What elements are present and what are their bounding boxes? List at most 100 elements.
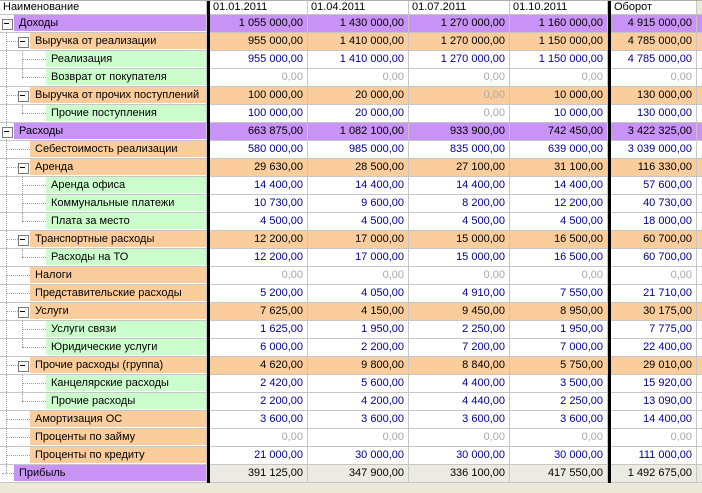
period-value-cell[interactable]: 0,00 — [210, 69, 308, 87]
period-value-cell[interactable]: 5 600,00 — [308, 375, 409, 393]
total-value-cell[interactable]: 21 710,00 — [611, 285, 697, 303]
table-row[interactable]: Возврат от покупателя 0,00 0,00 0,00 0,00 0,0… — [0, 69, 702, 87]
table-row[interactable]: Канцелярские расходы 2 420,00 5 600,00 4 40… — [0, 375, 702, 393]
table-row[interactable]: Проценты по займу 0,00 0,00 0,00 0,00 0,00 — [0, 429, 702, 447]
period-value-cell[interactable]: 27 100,00 — [409, 159, 510, 177]
period-value-cell[interactable]: 20 000,00 — [308, 105, 409, 123]
name-cell[interactable]: Прочие расходы — [0, 393, 207, 411]
period-value-cell[interactable]: 0,00 — [308, 429, 409, 447]
period-value-cell[interactable]: 10 000,00 — [510, 87, 608, 105]
period-value-cell[interactable]: 0,00 — [409, 87, 510, 105]
period-value-cell[interactable]: 8 200,00 — [409, 195, 510, 213]
period-value-cell[interactable]: 20 000,00 — [308, 87, 409, 105]
period-value-cell[interactable]: 0,00 — [409, 69, 510, 87]
period-value-cell[interactable]: 1 430 000,00 — [308, 15, 409, 33]
total-value-cell[interactable]: 29 010,00 — [611, 357, 697, 375]
total-value-cell[interactable]: 14 400,00 — [611, 411, 697, 429]
collapse-minus-icon[interactable] — [18, 307, 29, 318]
period-value-cell[interactable]: 3 600,00 — [308, 411, 409, 429]
table-row[interactable]: Услуги 7 625,00 4 150,00 9 450,00 8 950,00 30… — [0, 303, 702, 321]
total-value-cell[interactable]: 13 090,00 — [611, 393, 697, 411]
period-value-cell[interactable]: 4 440,00 — [409, 393, 510, 411]
table-row[interactable]: Юридические услуги 6 000,00 2 200,00 7 200,… — [0, 339, 702, 357]
name-cell[interactable]: Себестоимость реализации — [0, 141, 207, 159]
period-value-cell[interactable]: 16 500,00 — [510, 249, 608, 267]
period-value-cell[interactable]: 9 450,00 — [409, 303, 510, 321]
total-value-cell[interactable]: 111 000,00 — [611, 447, 697, 465]
total-value-cell[interactable]: 4 785 000,00 — [611, 33, 697, 51]
period-value-cell[interactable]: 1 950,00 — [510, 321, 608, 339]
name-cell[interactable]: Выручка от реализации — [0, 33, 207, 51]
period-value-cell[interactable]: 1 410 000,00 — [308, 51, 409, 69]
period-value-cell[interactable]: 2 200,00 — [308, 339, 409, 357]
total-value-cell[interactable]: 3 422 325,00 — [611, 123, 697, 141]
period-value-cell[interactable]: 17 000,00 — [308, 249, 409, 267]
table-row[interactable]: Выручка от реализации 955 000,00 1 410 000… — [0, 33, 702, 51]
total-value-cell[interactable]: 22 400,00 — [611, 339, 697, 357]
total-value-cell[interactable]: 3 039 000,00 — [611, 141, 697, 159]
period-value-cell[interactable]: 933 900,00 — [409, 123, 510, 141]
period-value-cell[interactable]: 985 000,00 — [308, 141, 409, 159]
collapse-minus-icon[interactable] — [2, 19, 13, 30]
total-value-cell[interactable]: 130 000,00 — [611, 87, 697, 105]
table-row[interactable]: Плата за место 4 500,00 4 500,00 4 500,00 4 … — [0, 213, 702, 231]
period-value-cell[interactable]: 0,00 — [409, 429, 510, 447]
period-value-cell[interactable]: 0,00 — [409, 267, 510, 285]
period-value-cell[interactable]: 0,00 — [210, 429, 308, 447]
name-cell[interactable]: Реализация — [0, 51, 207, 69]
period-value-cell[interactable]: 4 500,00 — [510, 213, 608, 231]
table-row[interactable]: Коммунальные платежи 10 730,00 9 600,00 8 2… — [0, 195, 702, 213]
period-value-cell[interactable]: 7 625,00 — [210, 303, 308, 321]
total-value-cell[interactable]: 30 175,00 — [611, 303, 697, 321]
table-row[interactable]: Амортизация ОС 3 600,00 3 600,00 3 600,00 3 … — [0, 411, 702, 429]
period-value-cell[interactable]: 2 250,00 — [510, 393, 608, 411]
period-value-cell[interactable]: 17 000,00 — [308, 231, 409, 249]
period-value-cell[interactable]: 3 600,00 — [510, 411, 608, 429]
period-value-cell[interactable]: 347 900,00 — [308, 465, 409, 483]
name-cell[interactable]: Прочие расходы (группа) — [0, 357, 207, 375]
period-value-cell[interactable]: 7 200,00 — [409, 339, 510, 357]
name-cell[interactable]: Транспортные расходы — [0, 231, 207, 249]
period-value-cell[interactable]: 1 082 100,00 — [308, 123, 409, 141]
period-value-cell[interactable]: 4 910,00 — [409, 285, 510, 303]
total-value-cell[interactable]: 4 915 000,00 — [611, 15, 697, 33]
collapse-minus-icon[interactable] — [18, 361, 29, 372]
period-value-cell[interactable]: 10 000,00 — [510, 105, 608, 123]
period-value-cell[interactable]: 1 950,00 — [308, 321, 409, 339]
collapse-minus-icon[interactable] — [18, 163, 29, 174]
period-value-cell[interactable]: 0,00 — [510, 69, 608, 87]
period-value-cell[interactable]: 100 000,00 — [210, 87, 308, 105]
period-value-cell[interactable]: 14 400,00 — [409, 177, 510, 195]
period-value-cell[interactable]: 0,00 — [510, 429, 608, 447]
period-value-cell[interactable]: 1 055 000,00 — [210, 15, 308, 33]
name-cell[interactable]: Юридические услуги — [0, 339, 207, 357]
period-value-cell[interactable]: 1 410 000,00 — [308, 33, 409, 51]
period-value-cell[interactable]: 2 420,00 — [210, 375, 308, 393]
table-row[interactable]: Налоги 0,00 0,00 0,00 0,00 0,00 — [0, 267, 702, 285]
period-value-cell[interactable]: 21 000,00 — [210, 447, 308, 465]
collapse-minus-icon[interactable] — [18, 37, 29, 48]
total-value-cell[interactable]: 0,00 — [611, 267, 697, 285]
period-value-cell[interactable]: 0,00 — [510, 267, 608, 285]
table-row[interactable]: Представительские расходы 5 200,00 4 050,0… — [0, 285, 702, 303]
period-value-cell[interactable]: 30 000,00 — [409, 447, 510, 465]
period-value-cell[interactable]: 955 000,00 — [210, 51, 308, 69]
name-cell[interactable]: Доходы — [0, 15, 207, 33]
period-value-cell[interactable]: 1 270 000,00 — [409, 33, 510, 51]
period-value-cell[interactable]: 663 875,00 — [210, 123, 308, 141]
period-value-cell[interactable]: 4 200,00 — [308, 393, 409, 411]
table-row[interactable]: Транспортные расходы 12 200,00 17 000,00 15… — [0, 231, 702, 249]
period-value-cell[interactable]: 391 125,00 — [210, 465, 308, 483]
table-row[interactable]: Услуги связи 1 625,00 1 950,00 2 250,00 1 95… — [0, 321, 702, 339]
period-value-cell[interactable]: 4 500,00 — [308, 213, 409, 231]
name-cell[interactable]: Прочие поступления — [0, 105, 207, 123]
period-value-cell[interactable]: 639 000,00 — [510, 141, 608, 159]
period-value-cell[interactable]: 336 100,00 — [409, 465, 510, 483]
period-value-cell[interactable]: 1 270 000,00 — [409, 51, 510, 69]
total-value-cell[interactable]: 40 730,00 — [611, 195, 697, 213]
period-value-cell[interactable]: 29 630,00 — [210, 159, 308, 177]
total-value-cell[interactable]: 57 600,00 — [611, 177, 697, 195]
name-cell[interactable]: Налоги — [0, 267, 207, 285]
total-value-cell[interactable]: 116 330,00 — [611, 159, 697, 177]
period-value-cell[interactable]: 15 000,00 — [409, 249, 510, 267]
